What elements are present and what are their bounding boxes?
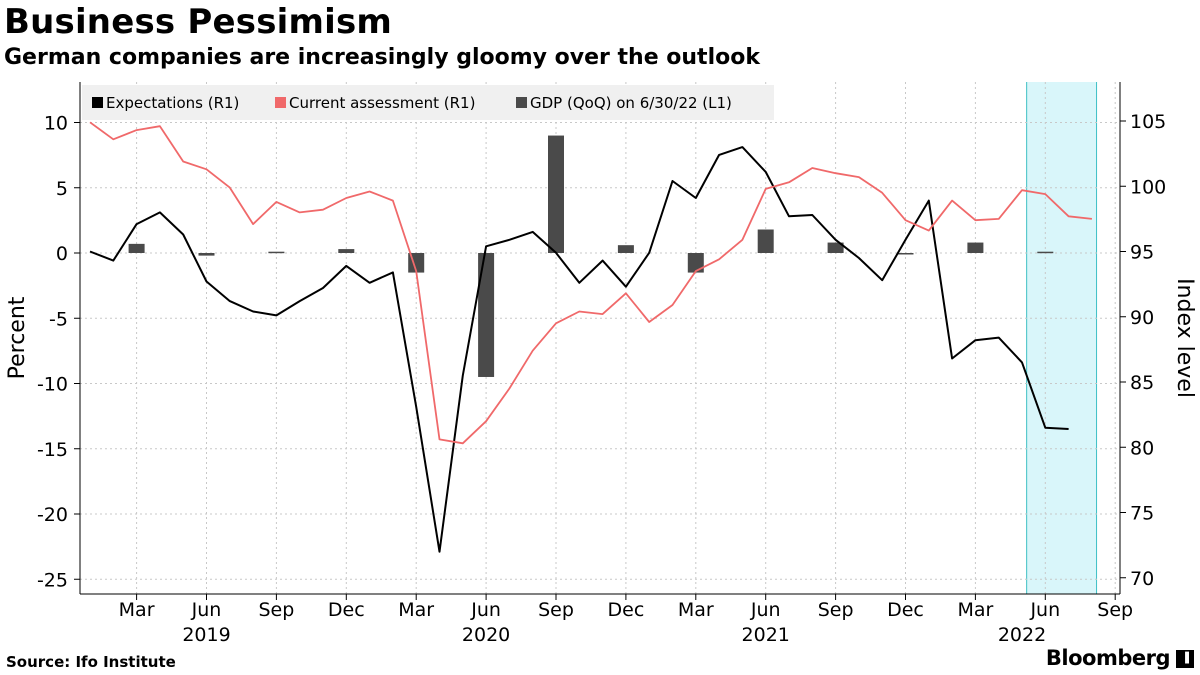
right-tick-label: 90 (1130, 307, 1154, 329)
left-tick-label: -25 (37, 569, 68, 591)
gdp-bar (198, 253, 215, 256)
gdp-bar (1037, 251, 1054, 254)
expectations-line (89, 146, 1069, 553)
legend-label: Current assessment (R1) (289, 94, 475, 112)
gdp-bar (268, 251, 285, 254)
year-label: 2019 (182, 624, 230, 646)
gdp-bar (687, 253, 704, 273)
legend-background (82, 85, 774, 120)
x-tick-label: Dec (328, 599, 365, 621)
gdp-bar (897, 253, 914, 255)
year-label: 2021 (742, 624, 790, 646)
right-tick-label: 105 (1130, 111, 1166, 133)
legend-swatch (92, 97, 103, 108)
gdp-bar (967, 242, 984, 253)
gdp-bar (338, 249, 355, 253)
x-tick-label: Jun (750, 599, 781, 621)
x-tick-label: Sep (258, 599, 294, 621)
source-note: Source: Ifo Institute (6, 653, 176, 671)
right-axis-title: Index level (1172, 278, 1197, 398)
left-tick-label: -15 (37, 439, 68, 461)
chart-title: Business Pessimism (4, 2, 393, 42)
x-tick-label: Mar (119, 599, 155, 621)
x-tick-label: Jun (191, 599, 222, 621)
right-tick-label: 75 (1130, 503, 1154, 525)
gdp-bar (827, 242, 844, 253)
x-tick-label: Jun (1029, 599, 1060, 621)
bloomberg-logo: Bloomberg (1045, 646, 1171, 670)
x-tick-label: Dec (608, 599, 645, 621)
x-tick-label: Jun (470, 599, 501, 621)
current-assessment-line (89, 121, 1092, 445)
legend-swatch (516, 97, 527, 108)
left-tick-label: -20 (37, 504, 68, 526)
left-tick-label: 5 (56, 178, 68, 200)
right-tick-label: 70 (1130, 568, 1154, 590)
x-tick-label: Dec (887, 599, 924, 621)
highlight-region (1026, 82, 1098, 594)
gdp-bar (128, 243, 145, 253)
x-tick-label: Mar (398, 599, 434, 621)
series-lines (89, 121, 1092, 553)
legend-swatch (275, 97, 286, 108)
x-tick-label: Mar (678, 599, 714, 621)
gdp-bars (128, 135, 1054, 377)
left-tick-label: -5 (49, 308, 68, 330)
legend: Expectations (R1) Current assessment (R1)… (82, 85, 774, 120)
chart-subtitle: German companies are increasingly gloomy… (4, 45, 760, 70)
left-tick-label: -10 (37, 374, 68, 396)
legend-label: Expectations (R1) (106, 94, 239, 112)
right-tick-label: 80 (1130, 437, 1154, 459)
left-axis-title: Percent (5, 296, 30, 379)
grid-lines (80, 82, 1120, 594)
gdp-bar (757, 229, 774, 253)
x-tick-label: Sep (818, 599, 854, 621)
x-tick-label: Sep (538, 599, 574, 621)
right-tick-label: 95 (1130, 242, 1154, 264)
right-tick-label: 100 (1130, 176, 1166, 198)
x-tick-label: Sep (1097, 599, 1133, 621)
left-tick-label: 0 (56, 243, 68, 265)
gdp-bar (548, 135, 564, 253)
highlight-band (1026, 82, 1097, 594)
legend-label: GDP (QoQ) on 6/30/22 (L1) (530, 94, 732, 112)
year-label: 2020 (462, 624, 510, 646)
right-tick-label: 85 (1130, 372, 1154, 394)
x-tick-label: Mar (957, 599, 993, 621)
year-label: 2022 (998, 624, 1046, 646)
bloomberg-mark-icon: ▐ (1176, 650, 1194, 668)
gdp-bar (478, 253, 495, 377)
left-tick-label: 10 (44, 113, 68, 135)
gdp-bar (617, 245, 634, 253)
